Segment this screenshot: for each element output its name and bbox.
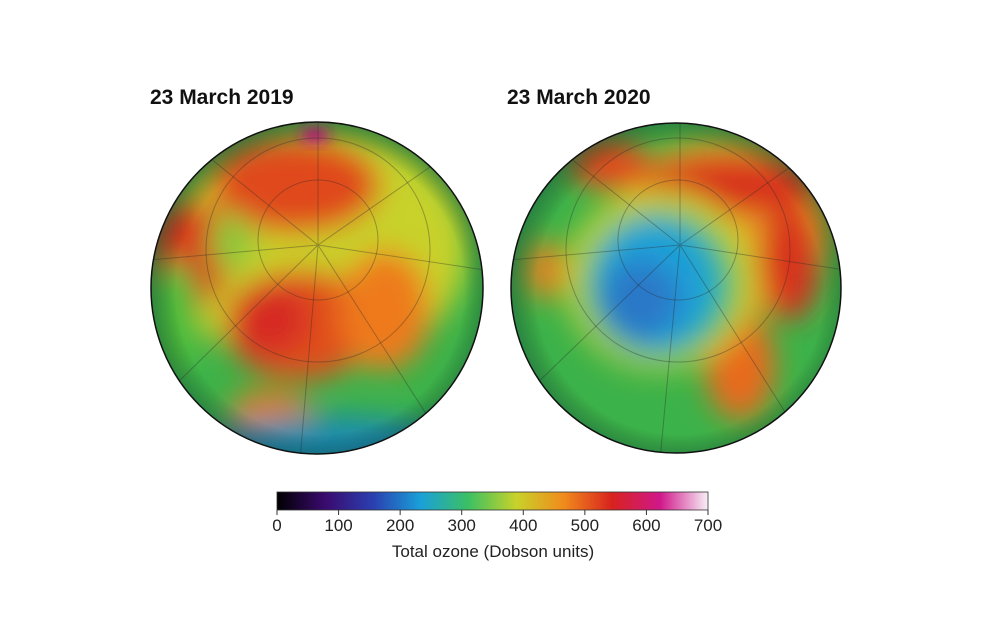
colorbar-tick-label: 700 bbox=[694, 516, 722, 535]
colorbar-tick-label: 200 bbox=[386, 516, 414, 535]
map-title: 23 March 2020 bbox=[507, 86, 651, 109]
colorbar-label: Total ozone (Dobson units) bbox=[392, 542, 594, 561]
ozone-map-2019 bbox=[151, 122, 483, 454]
colorbar-tick-label: 500 bbox=[571, 516, 599, 535]
colorbar-tick-label: 100 bbox=[324, 516, 352, 535]
colorbar-tick-label: 600 bbox=[632, 516, 660, 535]
globe-outline bbox=[510, 122, 842, 454]
map-title: 23 March 2019 bbox=[150, 86, 294, 109]
ozone-map-2020 bbox=[511, 123, 841, 453]
colorbar bbox=[276, 491, 709, 511]
colorbar-tick-label: 400 bbox=[509, 516, 537, 535]
colorbar-tick-label: 0 bbox=[272, 516, 281, 535]
globe-outline bbox=[150, 121, 484, 455]
colorbar-tick-label: 300 bbox=[448, 516, 476, 535]
